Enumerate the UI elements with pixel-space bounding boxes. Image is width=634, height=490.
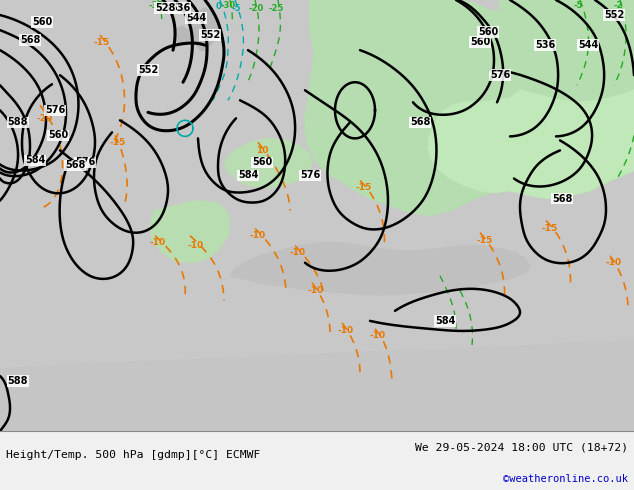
Text: 576: 576 (300, 171, 320, 180)
Text: -10: -10 (188, 241, 204, 250)
Text: 536: 536 (535, 40, 555, 50)
Text: -15: -15 (477, 236, 493, 245)
Text: 588: 588 (8, 117, 29, 127)
Polygon shape (150, 200, 230, 263)
Text: We 29-05-2024 18:00 UTC (18+72): We 29-05-2024 18:00 UTC (18+72) (415, 442, 628, 453)
Text: -15: -15 (356, 183, 372, 192)
Text: -15: -15 (542, 224, 558, 233)
Text: Height/Temp. 500 hPa [gdmp][°C] ECMWF: Height/Temp. 500 hPa [gdmp][°C] ECMWF (6, 450, 261, 460)
Text: -10: -10 (150, 238, 166, 247)
Text: 560: 560 (478, 27, 498, 37)
Text: 560: 560 (252, 157, 272, 168)
Polygon shape (192, 8, 220, 50)
Text: 528: 528 (155, 3, 175, 13)
Text: 560: 560 (48, 130, 68, 140)
Text: -5: -5 (573, 0, 583, 9)
Text: 544: 544 (186, 13, 206, 23)
Text: 560: 560 (470, 37, 490, 47)
Text: -25: -25 (268, 3, 283, 13)
Polygon shape (500, 0, 634, 20)
Text: -10: -10 (290, 248, 306, 257)
Polygon shape (175, 26, 190, 45)
Polygon shape (0, 341, 634, 431)
Text: 568: 568 (410, 117, 430, 127)
Text: -2: -2 (613, 0, 623, 9)
Text: 584: 584 (238, 171, 258, 180)
Text: 552: 552 (200, 30, 220, 40)
Text: 568: 568 (20, 35, 40, 45)
Text: -15: -15 (94, 38, 110, 47)
Text: -10: -10 (338, 326, 354, 336)
Text: -10: -10 (250, 231, 266, 240)
Text: ©weatheronline.co.uk: ©weatheronline.co.uk (503, 474, 628, 485)
Polygon shape (428, 90, 634, 198)
Text: 552: 552 (138, 65, 158, 75)
Text: 568: 568 (552, 194, 573, 203)
Polygon shape (225, 138, 312, 188)
Text: -5: -5 (231, 3, 241, 13)
Text: -10: -10 (606, 258, 622, 267)
Text: 568: 568 (65, 160, 85, 171)
Text: 0: 0 (215, 1, 221, 10)
Polygon shape (310, 0, 490, 118)
Text: 588: 588 (8, 376, 29, 386)
Text: 10: 10 (256, 146, 268, 155)
Text: -15: -15 (110, 138, 126, 147)
Text: -20: -20 (37, 114, 53, 123)
Polygon shape (230, 243, 530, 295)
Text: 576: 576 (75, 157, 95, 168)
Text: 552: 552 (604, 10, 624, 20)
Polygon shape (305, 0, 634, 216)
Text: -30: -30 (221, 0, 236, 9)
Text: 560: 560 (32, 17, 52, 27)
Text: 576: 576 (490, 70, 510, 80)
Text: 584: 584 (25, 155, 45, 166)
Text: 584: 584 (435, 316, 455, 326)
Text: -10: -10 (308, 286, 324, 295)
Text: 536: 536 (170, 3, 190, 13)
Text: -35: -35 (148, 0, 164, 9)
Text: -10: -10 (370, 331, 386, 341)
Text: -20: -20 (249, 3, 264, 13)
Text: 544: 544 (578, 40, 598, 50)
Text: 576: 576 (45, 105, 65, 115)
